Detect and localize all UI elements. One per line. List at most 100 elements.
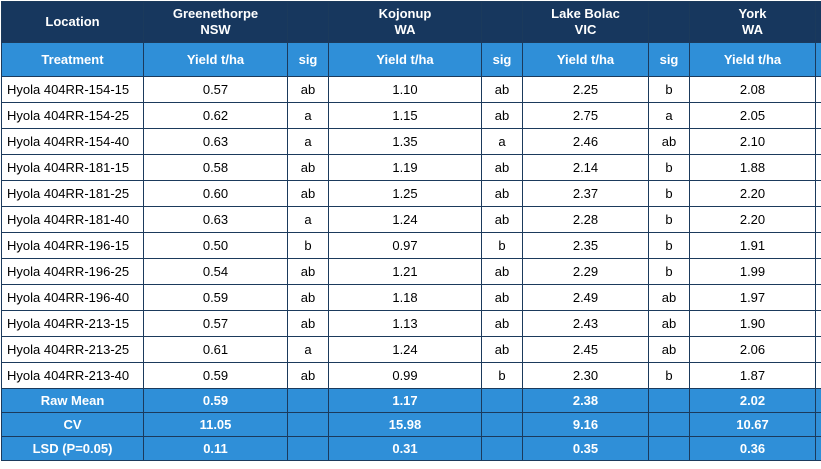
yield-cell: 2.06 — [690, 337, 816, 363]
summary-spacer — [482, 389, 523, 413]
yield-cell: 2.35 — [523, 233, 649, 259]
yield-cell: 0.50 — [144, 233, 288, 259]
sig-cell: ab — [288, 155, 329, 181]
yield-cell: 2.08 — [690, 77, 816, 103]
sig-cell: a — [816, 77, 821, 103]
location-header: Kojonup WA — [329, 2, 482, 43]
summary-value: 0.35 — [523, 437, 649, 461]
yield-cell: 2.37 — [523, 181, 649, 207]
yield-header: Yield t/ha — [523, 43, 649, 77]
summary-label: Raw Mean — [2, 389, 144, 413]
summary-value: 0.31 — [329, 437, 482, 461]
summary-spacer — [816, 413, 821, 437]
yield-cell: 0.54 — [144, 259, 288, 285]
sig-cell: a — [816, 337, 821, 363]
sig-cell: a — [816, 311, 821, 337]
summary-spacer — [482, 413, 523, 437]
summary-value: 2.02 — [690, 389, 816, 413]
sig-cell: ab — [649, 129, 690, 155]
yield-cell: 0.59 — [144, 363, 288, 389]
yield-cell: 0.60 — [144, 181, 288, 207]
yield-cell: 0.61 — [144, 337, 288, 363]
sig-cell: ab — [288, 285, 329, 311]
sig-cell: b — [482, 363, 523, 389]
location-state: WA — [329, 22, 481, 38]
summary-value: 0.36 — [690, 437, 816, 461]
summary-value: 0.11 — [144, 437, 288, 461]
location-name: Kojonup — [329, 6, 481, 22]
location-name: York — [690, 6, 815, 22]
sig-header: sig — [288, 43, 329, 77]
summary-spacer — [649, 437, 690, 461]
treatment-cell: Hyola 404RR-181-15 — [2, 155, 144, 181]
sig-cell: b — [649, 363, 690, 389]
yield-cell: 2.49 — [523, 285, 649, 311]
yield-cell: 2.29 — [523, 259, 649, 285]
location-state: NSW — [144, 22, 287, 38]
yield-cell: 1.19 — [329, 155, 482, 181]
yield-cell: 1.10 — [329, 77, 482, 103]
sig-header: sig — [649, 43, 690, 77]
yield-header: Yield t/ha — [690, 43, 816, 77]
location-label: Location — [2, 2, 144, 43]
results-table: Location Greenethorpe NSW Kojonup WA Lak… — [1, 1, 821, 461]
sig-cell: ab — [288, 363, 329, 389]
yield-cell: 0.62 — [144, 103, 288, 129]
sig-cell: a — [816, 285, 821, 311]
yield-cell: 1.90 — [690, 311, 816, 337]
yield-cell: 2.20 — [690, 181, 816, 207]
sig-cell: a — [816, 103, 821, 129]
sig-cell: ab — [288, 311, 329, 337]
yield-cell: 1.24 — [329, 207, 482, 233]
yield-cell: 1.15 — [329, 103, 482, 129]
sig-cell: a — [288, 207, 329, 233]
treatment-cell: Hyola 404RR-181-40 — [2, 207, 144, 233]
summary-spacer — [482, 437, 523, 461]
summary-label: CV — [2, 413, 144, 437]
yield-cell: 0.63 — [144, 129, 288, 155]
yield-cell: 1.35 — [329, 129, 482, 155]
sig-cell: a — [816, 363, 821, 389]
treatment-cell: Hyola 404RR-154-25 — [2, 103, 144, 129]
sig-cell: a — [649, 103, 690, 129]
treatment-cell: Hyola 404RR-213-40 — [2, 363, 144, 389]
sig-cell: a — [816, 155, 821, 181]
yield-header: Yield t/ha — [329, 43, 482, 77]
sig-cell: ab — [482, 155, 523, 181]
sig-cell: ab — [482, 77, 523, 103]
sig-cell: b — [649, 259, 690, 285]
yield-cell: 2.46 — [523, 129, 649, 155]
treatment-cell: Hyola 404RR-154-40 — [2, 129, 144, 155]
location-name: Lake Bolac — [523, 6, 648, 22]
yield-cell: 2.20 — [690, 207, 816, 233]
yield-cell: 1.18 — [329, 285, 482, 311]
location-state: VIC — [523, 22, 648, 38]
location-spacer — [482, 2, 523, 43]
sig-cell: a — [288, 337, 329, 363]
yield-cell: 0.63 — [144, 207, 288, 233]
treatment-cell: Hyola 404RR-181-25 — [2, 181, 144, 207]
yield-cell: 0.59 — [144, 285, 288, 311]
summary-value: 15.98 — [329, 413, 482, 437]
sig-cell: ab — [482, 311, 523, 337]
summary-spacer — [649, 389, 690, 413]
sig-cell: ab — [482, 103, 523, 129]
sig-cell: b — [649, 77, 690, 103]
yield-cell: 2.28 — [523, 207, 649, 233]
sig-cell: ab — [288, 77, 329, 103]
yield-cell: 1.87 — [690, 363, 816, 389]
yield-header: Yield t/ha — [144, 43, 288, 77]
treatment-cell: Hyola 404RR-213-15 — [2, 311, 144, 337]
summary-value: 2.38 — [523, 389, 649, 413]
sig-cell: a — [816, 181, 821, 207]
yield-cell: 1.21 — [329, 259, 482, 285]
summary-value: 1.17 — [329, 389, 482, 413]
yield-cell: 0.99 — [329, 363, 482, 389]
